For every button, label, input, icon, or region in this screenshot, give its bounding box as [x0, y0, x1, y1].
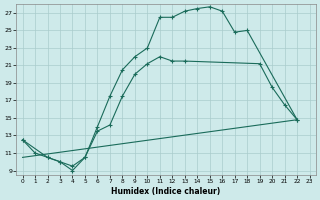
X-axis label: Humidex (Indice chaleur): Humidex (Indice chaleur): [111, 187, 221, 196]
